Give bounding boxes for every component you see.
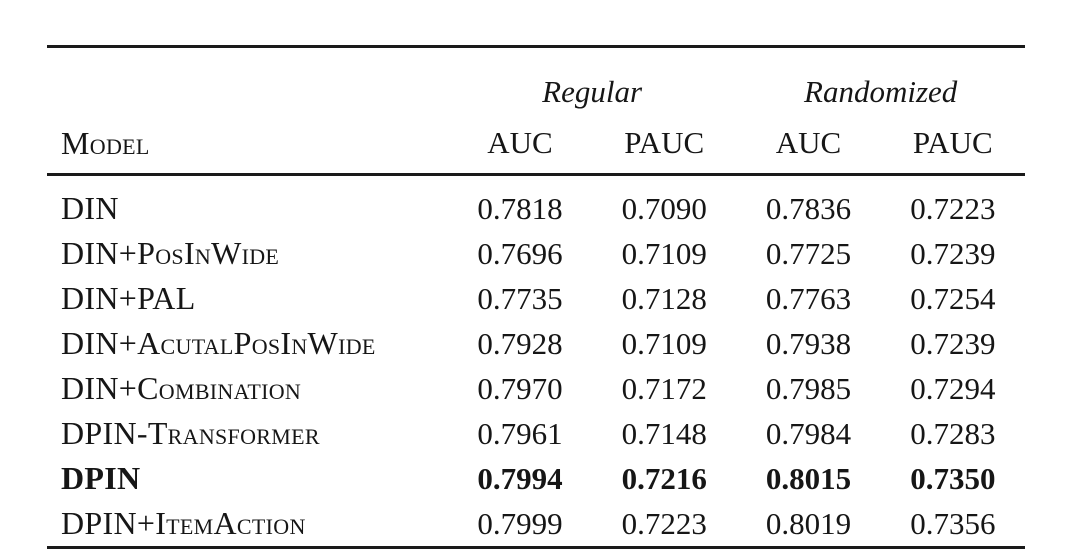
randomized-auc-cell: 0.7984	[765, 415, 852, 451]
regular-pauc-cell: 0.7148	[621, 415, 707, 451]
model-name-cell: DIN	[61, 190, 119, 226]
model-name-cell: DIN+PosInWide	[61, 235, 280, 271]
regular-auc-cell: 0.7994	[477, 460, 563, 496]
model-name-cell: DPIN+ItemAction	[61, 505, 306, 541]
regular-pauc-cell: 0.7109	[621, 235, 707, 271]
randomized-pauc-cell: 0.7350	[910, 460, 996, 496]
regular-auc-cell: 0.7818	[477, 190, 563, 226]
regular-auc-cell: 0.7961	[477, 415, 563, 451]
table-row: DPIN 0.7994 0.7216 0.8015 0.7350	[47, 456, 1025, 501]
table-row: DIN+Combination 0.7970 0.7172 0.7985 0.7…	[47, 366, 1025, 411]
column-header-model: Model	[61, 124, 150, 161]
randomized-pauc-cell: 0.7239	[910, 235, 996, 271]
column-header-regular-auc: AUC	[487, 125, 553, 160]
model-results-table: Regular Randomized Model AUC PAUC AUC PA…	[47, 45, 1025, 549]
table-row: DIN+AcutalPosInWide 0.7928 0.7109 0.7938…	[47, 321, 1025, 366]
randomized-auc-cell: 0.7725	[765, 235, 852, 271]
regular-pauc-cell: 0.7128	[621, 280, 707, 316]
randomized-pauc-cell: 0.7254	[910, 280, 996, 316]
model-name-cell: DPIN-Transformer	[61, 415, 320, 451]
regular-pauc-cell: 0.7109	[621, 325, 707, 361]
regular-pauc-cell: 0.7172	[621, 370, 707, 406]
group-header-spacer	[47, 47, 448, 120]
table-body: DIN 0.7818 0.7090 0.7836 0.7223 DIN+PosI…	[47, 175, 1025, 548]
randomized-auc-cell: 0.8019	[765, 505, 852, 541]
column-group-randomized: Randomized	[804, 73, 958, 109]
table-row: DIN+PosInWide 0.7696 0.7109 0.7725 0.723…	[47, 231, 1025, 276]
column-header-randomized-auc: AUC	[775, 125, 842, 160]
column-header-randomized-pauc: PAUC	[912, 125, 993, 160]
randomized-pauc-cell: 0.7283	[910, 415, 996, 451]
randomized-pauc-cell: 0.7356	[910, 505, 996, 541]
table-header: Regular Randomized Model AUC PAUC AUC PA…	[47, 47, 1025, 175]
column-group-row: Regular Randomized	[47, 47, 1025, 120]
model-name-cell: DIN+PAL	[61, 280, 196, 316]
regular-auc-cell: 0.7970	[477, 370, 563, 406]
randomized-pauc-cell: 0.7223	[910, 190, 996, 226]
column-header-row: Model AUC PAUC AUC PAUC	[47, 119, 1025, 175]
randomized-pauc-cell: 0.7294	[910, 370, 996, 406]
randomized-auc-cell: 0.8015	[765, 460, 852, 496]
randomized-pauc-cell: 0.7239	[910, 325, 996, 361]
model-name-cell: DIN+AcutalPosInWide	[61, 325, 376, 361]
regular-auc-cell: 0.7735	[477, 280, 563, 316]
column-group-regular: Regular	[542, 73, 643, 109]
regular-pauc-cell: 0.7223	[621, 505, 707, 541]
randomized-auc-cell: 0.7985	[765, 370, 852, 406]
randomized-auc-cell: 0.7938	[765, 325, 852, 361]
model-name-cell: DIN+Combination	[61, 370, 302, 406]
table-row: DPIN-Transformer 0.7961 0.7148 0.7984 0.…	[47, 411, 1025, 456]
randomized-auc-cell: 0.7836	[765, 190, 852, 226]
table-row: DPIN+ItemAction 0.7999 0.7223 0.8019 0.7…	[47, 501, 1025, 548]
regular-pauc-cell: 0.7216	[621, 460, 707, 496]
regular-auc-cell: 0.7696	[477, 235, 563, 271]
table-row: DIN 0.7818 0.7090 0.7836 0.7223	[47, 175, 1025, 232]
regular-auc-cell: 0.7928	[477, 325, 563, 361]
table-row: DIN+PAL 0.7735 0.7128 0.7763 0.7254	[47, 276, 1025, 321]
regular-pauc-cell: 0.7090	[621, 190, 707, 226]
model-name-cell: DPIN	[61, 460, 141, 496]
column-header-regular-pauc: PAUC	[624, 125, 705, 160]
randomized-auc-cell: 0.7763	[765, 280, 852, 316]
regular-auc-cell: 0.7999	[477, 505, 563, 541]
